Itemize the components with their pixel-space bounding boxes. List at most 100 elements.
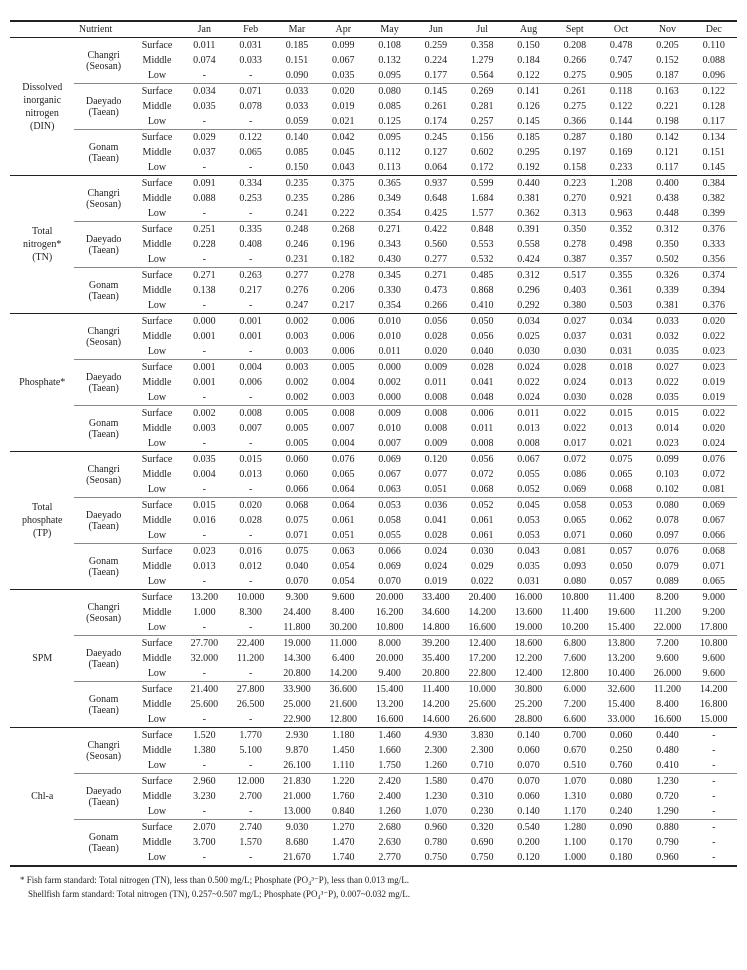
value-cell: 0.088 — [691, 53, 737, 68]
value-cell: - — [227, 712, 273, 728]
value-cell: - — [691, 758, 737, 774]
value-cell: 0.424 — [505, 252, 551, 268]
value-cell: 1.450 — [320, 743, 366, 758]
value-cell: 0.064 — [413, 160, 459, 176]
site-label: Daeyado(Taean) — [74, 498, 132, 544]
value-cell: 0.076 — [691, 452, 737, 468]
month-header: Jul — [459, 21, 505, 38]
value-cell: 0.062 — [598, 513, 644, 528]
value-cell: 0.008 — [413, 390, 459, 406]
value-cell: 7.200 — [644, 636, 690, 652]
value-cell: 0.019 — [691, 390, 737, 406]
value-cell: 1.577 — [459, 206, 505, 222]
value-cell: 36.600 — [320, 682, 366, 698]
value-cell: 0.069 — [366, 452, 412, 468]
value-cell: 10.400 — [598, 666, 644, 682]
value-cell: 0.022 — [644, 375, 690, 390]
value-cell: - — [691, 850, 737, 866]
value-cell: 32.600 — [598, 682, 644, 698]
value-cell: 19.000 — [274, 636, 320, 652]
value-cell: 0.268 — [320, 222, 366, 238]
value-cell: 0.051 — [320, 528, 366, 544]
value-cell: 0.376 — [691, 298, 737, 314]
depth-label: Surface — [133, 360, 181, 376]
value-cell: - — [181, 528, 227, 544]
value-cell: 0.042 — [320, 130, 366, 146]
value-cell: 0.448 — [644, 206, 690, 222]
value-cell: 0.008 — [227, 406, 273, 422]
depth-label: Low — [133, 482, 181, 498]
value-cell: 0.022 — [552, 406, 598, 422]
value-cell: - — [227, 114, 273, 130]
value-cell: 0.053 — [366, 498, 412, 514]
value-cell: 32.000 — [181, 651, 227, 666]
value-cell: 0.498 — [598, 237, 644, 252]
value-cell: 2.070 — [181, 820, 227, 836]
value-cell: - — [691, 835, 737, 850]
value-cell: 20.000 — [366, 651, 412, 666]
value-cell: 33.000 — [598, 712, 644, 728]
value-cell: 25.600 — [459, 697, 505, 712]
depth-label: Low — [133, 252, 181, 268]
depth-label: Middle — [133, 191, 181, 206]
value-cell: 0.060 — [274, 467, 320, 482]
value-cell: 3.230 — [181, 789, 227, 804]
value-cell: 0.848 — [459, 222, 505, 238]
value-cell: 0.440 — [505, 176, 551, 192]
depth-label: Low — [133, 666, 181, 682]
value-cell: 0.033 — [227, 53, 273, 68]
value-cell: 2.400 — [366, 789, 412, 804]
depth-label: Middle — [133, 835, 181, 850]
value-cell: 0.110 — [691, 38, 737, 54]
value-cell: 0.013 — [181, 559, 227, 574]
value-cell: 0.138 — [181, 283, 227, 298]
value-cell: 0.035 — [505, 559, 551, 574]
value-cell: 0.052 — [505, 482, 551, 498]
value-cell: 0.905 — [598, 68, 644, 84]
value-cell: 0.069 — [691, 498, 737, 514]
value-cell: 0.078 — [644, 513, 690, 528]
value-cell: 0.061 — [320, 513, 366, 528]
value-cell: 0.031 — [598, 344, 644, 360]
value-cell: 10.000 — [227, 590, 273, 606]
value-cell: 0.118 — [598, 84, 644, 100]
value-cell: 0.473 — [413, 283, 459, 298]
value-cell: 0.145 — [691, 160, 737, 176]
value-cell: 0.017 — [552, 436, 598, 452]
value-cell: 19.600 — [598, 605, 644, 620]
value-cell: 0.036 — [413, 498, 459, 514]
depth-label: Surface — [133, 682, 181, 698]
value-cell: 0.077 — [413, 467, 459, 482]
value-cell: 9.000 — [691, 590, 737, 606]
value-cell: 27.800 — [227, 682, 273, 698]
value-cell: 0.235 — [274, 191, 320, 206]
depth-label: Middle — [133, 421, 181, 436]
value-cell: - — [181, 344, 227, 360]
value-cell: 22.400 — [227, 636, 273, 652]
site-label: Gonam(Taean) — [74, 268, 132, 314]
value-cell: 0.122 — [598, 99, 644, 114]
value-cell: 0.023 — [691, 360, 737, 376]
depth-label: Middle — [133, 145, 181, 160]
value-cell: 14.300 — [274, 651, 320, 666]
table-row: Gonam(Taean)Surface21.40027.80033.90036.… — [10, 682, 737, 698]
value-cell: 0.394 — [691, 283, 737, 298]
value-cell: 0.099 — [644, 452, 690, 468]
value-cell: 26.100 — [274, 758, 320, 774]
value-cell: 0.517 — [552, 268, 598, 284]
value-cell: 1.684 — [459, 191, 505, 206]
value-cell: 1.100 — [552, 835, 598, 850]
value-cell: 7.200 — [552, 697, 598, 712]
value-cell: 0.064 — [320, 482, 366, 498]
value-cell: 0.072 — [691, 467, 737, 482]
site-label: Daeyado(Taean) — [74, 360, 132, 406]
value-cell: 26.000 — [644, 666, 690, 682]
value-cell: 0.558 — [505, 237, 551, 252]
value-cell: 0.169 — [598, 145, 644, 160]
value-cell: 0.156 — [459, 130, 505, 146]
depth-label: Surface — [133, 728, 181, 744]
value-cell: 8.200 — [644, 590, 690, 606]
value-cell: 0.248 — [274, 222, 320, 238]
value-cell: 1.279 — [459, 53, 505, 68]
value-cell: 0.024 — [691, 436, 737, 452]
